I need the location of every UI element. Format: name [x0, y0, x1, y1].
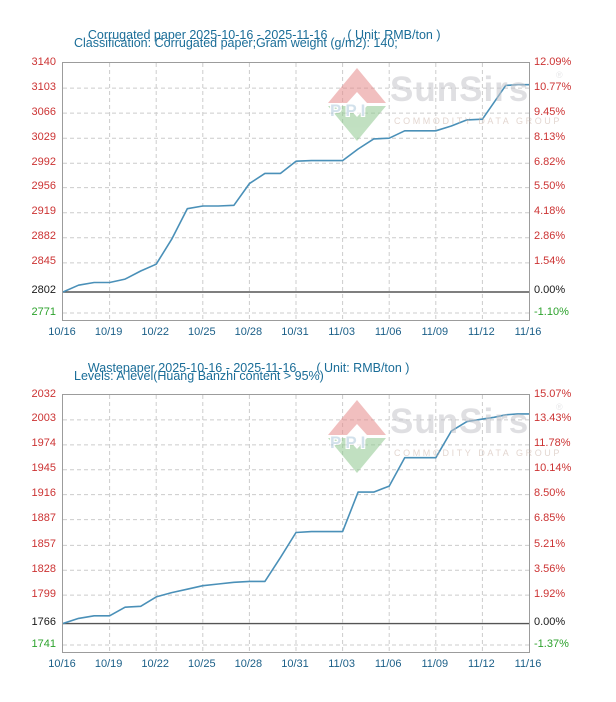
- x-axis-date-label: 11/06: [374, 326, 402, 338]
- x-axis-date-label: 10/16: [48, 658, 76, 670]
- y-axis-percent-label: 5.21%: [534, 537, 566, 550]
- y-axis-percent-label: 6.85%: [534, 512, 566, 525]
- y-axis-price-label: 2992: [31, 155, 56, 168]
- y-axis-percent-label: -1.37%: [534, 637, 569, 650]
- logo-registered-mark: ®: [556, 70, 563, 80]
- x-axis-date-label: 10/19: [94, 658, 123, 670]
- chart-canvas: [63, 395, 529, 652]
- chart2-unit-label: ( Unit: RMB/ton ): [316, 361, 410, 375]
- y-axis-price-label: 1741: [31, 637, 56, 650]
- y-axis-percent-label: 1.54%: [534, 255, 566, 268]
- y-axis-price-label: 2882: [31, 230, 56, 243]
- logo-registered-mark: ®: [556, 402, 563, 412]
- y-axis-percent-label: 10.14%: [534, 462, 572, 475]
- y-axis-price-label: 1916: [31, 487, 56, 500]
- y-axis-percent-label: 11.78%: [534, 437, 571, 450]
- chart2-subtitle: Levels: A level(Huang Banzhi content > 9…: [74, 369, 324, 383]
- y-axis-price-label: 2003: [31, 412, 56, 425]
- y-axis-price-label: 2845: [31, 255, 56, 268]
- chart2-title: Wastepaper 2025-10-16 - 2025-11-16 ( Unit…: [74, 347, 410, 389]
- x-axis-date-label: 10/28: [234, 326, 263, 338]
- chart1-title-text: Corrugated paper 2025-10-16 - 2025-11-16: [87, 28, 328, 42]
- y-axis-price-label: 1857: [31, 537, 56, 550]
- y-axis-price-label: 3029: [31, 130, 56, 143]
- x-axis-date-label: 11/09: [421, 658, 449, 670]
- y-axis-price-label: 2956: [31, 180, 56, 193]
- x-axis-date-label: 10/22: [141, 658, 169, 670]
- y-axis-price-label: 2771: [31, 305, 56, 318]
- y-axis-percent-label: 8.50%: [534, 487, 566, 500]
- x-axis-date-label: 11/03: [328, 326, 355, 338]
- y-axis-price-label: 3066: [31, 105, 56, 118]
- x-axis-date-label: 11/03: [328, 658, 355, 670]
- y-axis-percent-label: 6.82%: [534, 155, 566, 168]
- y-axis-price-label: 1974: [31, 437, 56, 450]
- y-axis-percent-label: 0.00%: [534, 616, 566, 629]
- y-axis-percent-label: 2.86%: [534, 230, 566, 243]
- y-axis-price-label: 2032: [31, 387, 56, 400]
- chart2-title-text: Wastepaper 2025-10-16 - 2025-11-16: [87, 361, 297, 375]
- y-axis-percent-label: 5.50%: [534, 180, 566, 193]
- y-axis-percent-label: -1.10%: [534, 305, 569, 318]
- chart1-title: Corrugated paper 2025-10-16 - 2025-11-16…: [74, 14, 441, 56]
- chart1-subtitle: Classification: Corrugated paper;Gram we…: [74, 36, 398, 50]
- y-axis-percent-label: 0.00%: [534, 284, 566, 297]
- y-axis-percent-label: 13.43%: [534, 412, 572, 425]
- chart-canvas: [63, 63, 529, 320]
- y-axis-price-label: 1766: [31, 616, 56, 629]
- y-axis-price-label: 3103: [31, 80, 56, 93]
- y-axis-price-label: 1945: [31, 462, 56, 475]
- y-axis-percent-label: 1.92%: [534, 587, 566, 600]
- y-axis-percent-label: 15.07%: [534, 387, 572, 400]
- x-axis-date-label: 10/31: [281, 658, 309, 670]
- y-axis-price-label: 3140: [31, 55, 56, 68]
- y-axis-percent-label: 3.56%: [534, 562, 566, 575]
- y-axis-price-label: 1887: [31, 512, 56, 525]
- y-axis-price-label: 2919: [31, 205, 56, 218]
- price-line: [63, 413, 529, 625]
- x-axis-date-label: 10/25: [188, 326, 216, 338]
- y-axis-price-label: 2802: [31, 284, 56, 297]
- y-axis-percent-label: 10.77%: [534, 80, 572, 93]
- y-axis-price-label: 1828: [31, 562, 56, 575]
- x-axis-date-label: 10/31: [281, 326, 309, 338]
- y-axis-percent-label: 12.09%: [534, 55, 572, 68]
- y-axis-price-label: 1799: [31, 587, 56, 600]
- y-axis-percent-label: 9.45%: [534, 105, 566, 118]
- x-axis-date-label: 10/16: [48, 326, 76, 338]
- chart1-plot-area: PPI SunSirs ® COMMODITY DATA GROUP: [62, 62, 563, 321]
- price-line: [63, 83, 529, 293]
- chart1-unit-label: ( Unit: RMB/ton ): [347, 28, 441, 42]
- y-axis-percent-label: 8.13%: [534, 130, 566, 143]
- x-axis-date-label: 10/22: [141, 326, 169, 338]
- chart2-plot-area: PPI SunSirs ® COMMODITY DATA GROUP: [62, 394, 563, 653]
- x-axis-date-label: 11/06: [374, 658, 402, 670]
- x-axis-date-label: 10/28: [234, 658, 263, 670]
- x-axis-date-label: 11/16: [514, 326, 542, 338]
- x-axis-date-label: 11/12: [468, 326, 495, 338]
- x-axis-date-label: 11/16: [514, 658, 542, 670]
- x-axis-date-label: 11/12: [468, 658, 495, 670]
- x-axis-date-label: 10/19: [94, 326, 123, 338]
- x-axis-date-label: 10/25: [188, 658, 216, 670]
- x-axis-date-label: 11/09: [421, 326, 449, 338]
- y-axis-percent-label: 4.18%: [534, 205, 566, 218]
